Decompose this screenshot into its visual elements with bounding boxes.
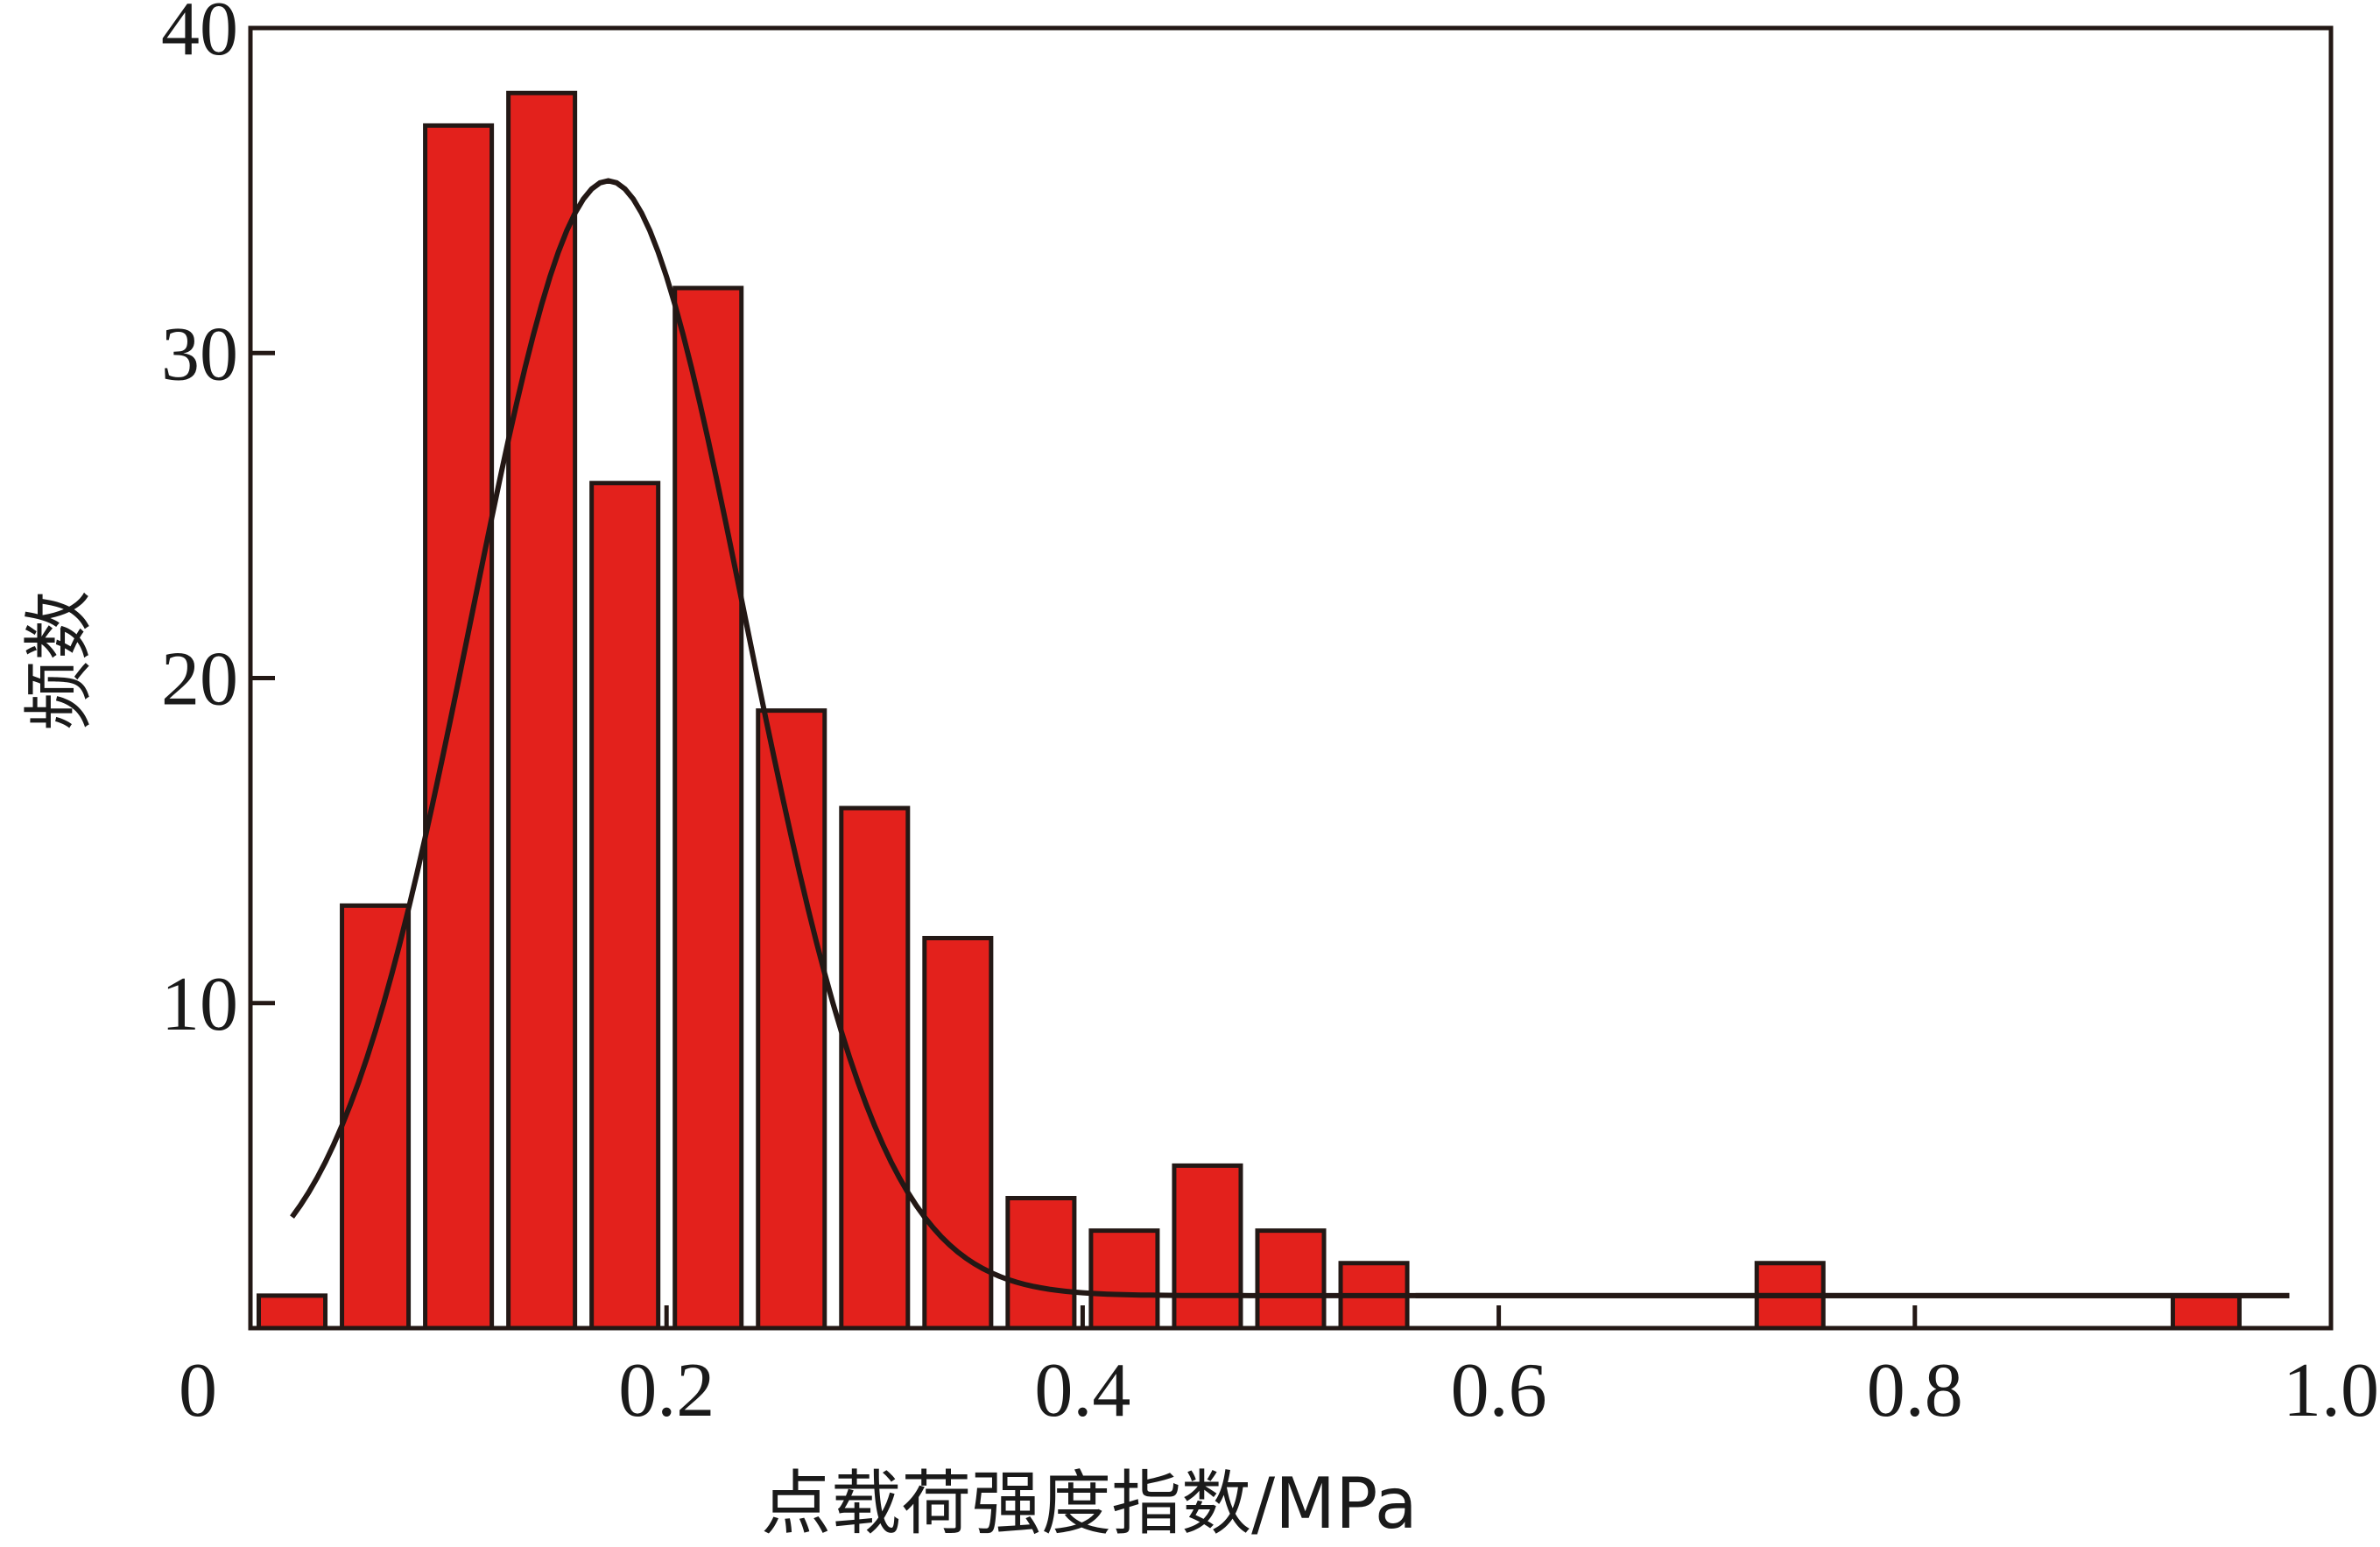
x-axis-ticks: 0 0.2 0.4 0.6 0.8 1.0 (179, 1305, 2379, 1433)
fit-curve-group (290, 178, 2290, 1298)
fit-curve (290, 178, 2290, 1298)
histogram-bar-9 (1005, 1196, 1077, 1331)
histogram-bar-3 (506, 90, 578, 1331)
x-tick-label-5: 1.0 (2283, 1348, 2379, 1433)
histogram-bar-6 (756, 708, 827, 1331)
y-tick-label-2: 30 (161, 312, 238, 397)
y-axis-title: 频数 (18, 591, 100, 731)
histogram-bar-2 (423, 123, 495, 1331)
y-tick-label-3: 40 (161, 0, 238, 72)
histogram-bar-10 (1088, 1228, 1160, 1331)
histogram-bar-0 (257, 1293, 328, 1331)
y-axis-ticks: 10 20 30 40 (161, 0, 275, 1047)
histogram-bar-4 (589, 481, 661, 1331)
y-tick-label-0: 10 (161, 962, 238, 1047)
histogram-bar-12 (1255, 1228, 1327, 1331)
x-tick-label-0: 0 (179, 1348, 217, 1433)
histogram-bar-15 (2170, 1293, 2242, 1331)
histogram-bar-5 (672, 285, 744, 1331)
x-tick-label-3: 0.6 (1451, 1348, 1547, 1433)
x-tick-label-1: 0.2 (618, 1348, 715, 1433)
bars-group (257, 90, 2242, 1331)
histogram-bar-1 (340, 903, 412, 1331)
x-tick-label-4: 0.8 (1867, 1348, 1963, 1433)
x-tick-label-2: 0.4 (1034, 1348, 1130, 1433)
histogram-bar-11 (1172, 1163, 1243, 1331)
x-axis-title: 点载荷强度指数/MPa (761, 1463, 1418, 1544)
y-tick-label-1: 20 (161, 637, 238, 722)
